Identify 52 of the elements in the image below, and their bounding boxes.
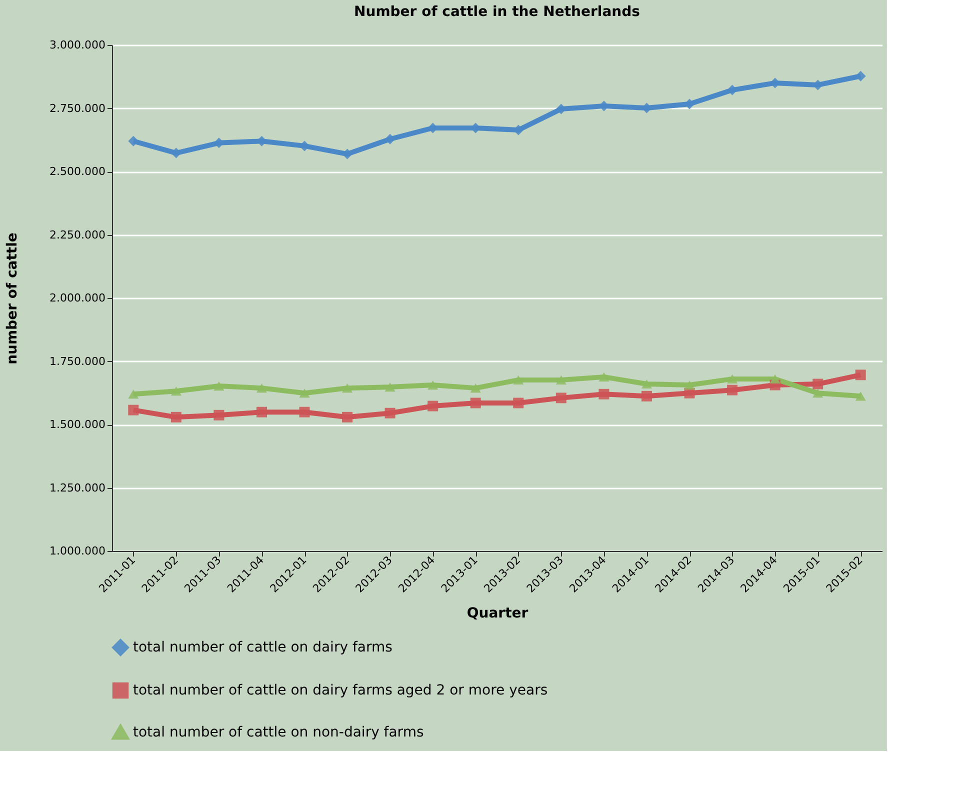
y-tick-label: 1.750.000 <box>50 354 106 368</box>
y-tick-label: 2.000.000 <box>50 292 106 304</box>
point <box>128 404 139 416</box>
point <box>170 412 182 422</box>
point <box>641 390 652 402</box>
point <box>214 382 224 391</box>
point <box>170 386 182 396</box>
point <box>556 375 566 385</box>
point <box>770 374 780 384</box>
point <box>128 136 139 146</box>
point <box>470 384 481 393</box>
y-tick-label: 2.250.000 <box>50 228 106 242</box>
point <box>598 388 610 400</box>
y-tick-label: 2.500.000 <box>50 165 106 178</box>
point <box>384 382 396 392</box>
point <box>256 384 267 393</box>
point <box>428 400 438 412</box>
point <box>342 148 353 160</box>
point <box>641 379 652 389</box>
point <box>342 412 353 422</box>
point <box>428 380 438 390</box>
chart-title: Number of cattle in the Netherlands <box>354 4 640 20</box>
point <box>855 392 866 401</box>
y-tick-label: 1.250.000 <box>50 481 106 494</box>
legend-label: total number of cattle on non-dairy farms <box>133 724 424 740</box>
point <box>256 406 267 418</box>
x-axis-title: Quarter <box>466 606 528 622</box>
point <box>214 410 224 420</box>
point <box>384 134 396 144</box>
point <box>342 384 353 393</box>
point <box>727 384 738 396</box>
y-tick-label: 1.000.000 <box>50 544 106 558</box>
point <box>598 372 610 382</box>
y-axis-title: number of cattle <box>4 232 21 364</box>
point <box>556 392 566 404</box>
point <box>384 408 396 418</box>
point <box>299 388 310 398</box>
point <box>855 370 866 380</box>
point <box>812 378 824 390</box>
legend-label: total number of cattle on dairy farms <box>133 640 392 656</box>
point <box>128 390 139 399</box>
point <box>727 374 738 384</box>
y-tick-label: 3.000.000 <box>50 38 106 52</box>
point <box>299 406 310 418</box>
legend-label: total number of cattle on dairy farms aged 2 or more years <box>133 682 548 698</box>
point <box>513 375 524 385</box>
y-tick-label: 2.750.000 <box>50 102 106 115</box>
point <box>513 398 524 408</box>
point <box>684 380 695 390</box>
point <box>470 398 481 408</box>
y-tick-label: 1.500.000 <box>50 418 106 431</box>
point <box>812 388 824 398</box>
